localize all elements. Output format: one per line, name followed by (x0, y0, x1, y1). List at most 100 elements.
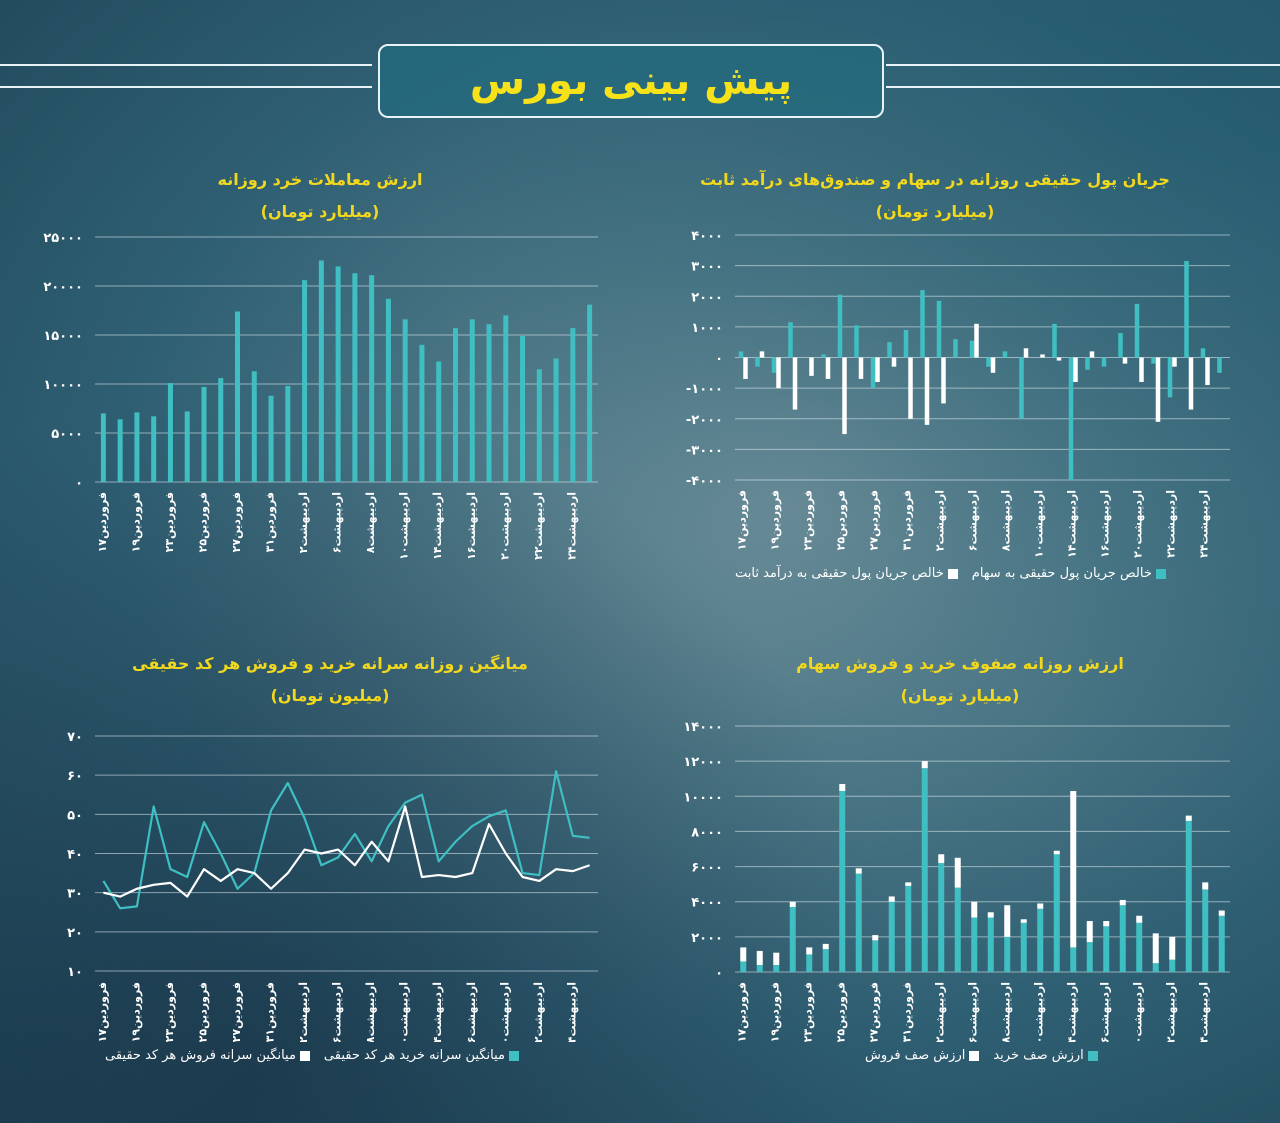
bar-stocks (1217, 357, 1222, 373)
bar-stocks (953, 339, 958, 358)
retail-chart-title: ارزش معاملات خرد روزانه (217, 170, 423, 189)
bar-stocks (1085, 357, 1090, 370)
x-tick-label: اردیبهشت۱۶ (465, 982, 478, 1042)
bar-buy-queue (789, 906, 796, 972)
y-tick-label: ۱۲۰۰۰ (683, 755, 723, 770)
queue-chart: ۱۴۰۰۰ ۱۲۰۰۰ ۱۰۰۰۰ ۸۰۰۰ ۶۰۰۰ ۴۰۰۰ ۲۰۰۰ ۰ فروردین۱… (683, 720, 1230, 1042)
y-tick-label: ۶۰۰۰ (691, 861, 723, 876)
bar-buy-queue (1218, 915, 1225, 972)
bar-fixed-income (1122, 357, 1128, 364)
bar-sell-queue (888, 896, 895, 902)
bar-stocks (870, 357, 876, 389)
bar-stocks (755, 357, 760, 367)
bar-buy-queue (905, 885, 912, 972)
line-avg-sell (103, 805, 590, 898)
bar-stocks (969, 340, 975, 358)
x-tick-label: اردیبهشت۲۰ (498, 982, 511, 1042)
avg-chart-title: میانگین روزانه سرانه خرید و فروش هر کد ح… (132, 654, 528, 673)
x-tick-label: اردیبهشت۲۲ (532, 982, 545, 1042)
bar-stocks (1134, 303, 1140, 358)
bar-sell-queue (921, 761, 928, 769)
x-tick-label: اردیبهشت۱۴ (431, 982, 444, 1042)
bar-fixed-income (974, 323, 979, 358)
x-tick-label: فروردین۲۵ (196, 982, 209, 1042)
bar-retail (335, 266, 341, 482)
legend-label: خالص جریان پول حقیقی به سهام (971, 566, 1152, 581)
bar-buy-queue (1086, 942, 1093, 972)
bar-stocks (821, 354, 826, 358)
bar-sell-queue (756, 950, 763, 965)
line-avg-buy (102, 770, 590, 910)
bar-buy-queue (740, 961, 747, 972)
bar-buy-queue (839, 791, 846, 972)
bar-sell-queue (1169, 936, 1176, 960)
bar-retail (570, 328, 576, 482)
y-tick-label: ۴۰۰۰ (691, 229, 723, 244)
legend-swatch-teal (508, 1050, 519, 1061)
bar-stocks (854, 325, 859, 358)
y-tick-label: ۱۴۰۰۰ (683, 720, 723, 735)
flow-chart-legend: خالص جریان پول حقیقی به سهام خالص جریان … (735, 566, 1166, 581)
bar-retail (251, 371, 257, 482)
x-tick-label: فروردین۳۱ (264, 982, 277, 1042)
x-tick-label: اردیبهشت۶ (331, 982, 344, 1042)
page-title-box: پیش بینی بورس (378, 44, 884, 118)
bar-fixed-income (924, 357, 930, 425)
legend-item-stocks: خالص جریان پول حقیقی به سهام (972, 566, 1166, 581)
bar-stocks (936, 300, 942, 358)
bar-sell-queue (1185, 815, 1192, 821)
bar-buy-queue (1119, 905, 1126, 972)
x-tick-label: اردیبهشت۱۰ (398, 982, 411, 1042)
bar-fixed-income (891, 357, 897, 367)
bar-buy-queue (1103, 926, 1110, 972)
bar-buy-queue (1202, 889, 1209, 972)
x-tick-label: فروردین۱۷ (736, 490, 749, 550)
bar-sell-queue (806, 947, 813, 955)
bar-retail (184, 411, 190, 482)
bar-retail (452, 328, 458, 482)
bar-retail (402, 319, 408, 482)
bar-buy-queue (773, 964, 780, 972)
bar-sell-queue (1053, 850, 1060, 855)
legend-swatch-teal (1087, 1050, 1098, 1061)
x-tick-label: فروردین۳۱ (264, 492, 277, 552)
bar-fixed-income (1172, 357, 1177, 367)
x-tick-label: اردیبهشت۲۴ (565, 492, 578, 560)
bar-retail (536, 369, 542, 482)
bar-sell-queue (1070, 791, 1077, 948)
bar-fixed-income (842, 357, 847, 435)
x-tick-label: اردیبهشت۱۶ (465, 492, 478, 560)
bar-stocks (1019, 357, 1024, 419)
bar-stocks (1167, 357, 1173, 398)
y-tick-label: ۱۵۰۰۰ (43, 329, 83, 344)
bar-retail (302, 280, 308, 482)
y-tick-label: ۲۰۰۰ (691, 931, 723, 946)
bar-fixed-income (1073, 357, 1078, 382)
bar-retail (117, 419, 123, 482)
y-tick-label: -۴۰۰۰ (686, 474, 723, 489)
queue-chart-legend: ارزش صف خرید ارزش صف فروش (865, 1048, 1098, 1063)
x-tick-label: اردیبهشت۸ (364, 492, 377, 553)
bar-buy-queue (1152, 963, 1159, 972)
bar-stocks (1002, 351, 1008, 358)
legend-item-fixed-income: خالص جریان پول حقیقی به درآمد ثابت (735, 566, 958, 581)
x-tick-label: فروردین۲۳ (802, 982, 815, 1042)
bar-buy-queue (888, 901, 895, 972)
bar-sell-queue (822, 943, 829, 950)
bar-buy-queue (954, 887, 961, 972)
bar-stocks (788, 322, 793, 358)
bar-retail (100, 413, 106, 482)
bar-retail (318, 260, 324, 482)
bar-retail (218, 378, 224, 482)
bar-retail (201, 386, 207, 482)
legend-item-sell-queue: ارزش صف فروش (865, 1048, 980, 1063)
bar-sell-queue (971, 901, 978, 918)
bar-buy-queue (806, 954, 813, 972)
bar-sell-queue (905, 882, 912, 886)
bar-fixed-income (990, 357, 996, 373)
queue-chart-unit: (میلیارد تومان) (900, 686, 1020, 705)
x-tick-label: فروردین۱۹ (769, 982, 782, 1042)
x-tick-label: اردیبهشت۸ (364, 982, 377, 1042)
y-tick-label: ۲۰ (67, 926, 83, 941)
